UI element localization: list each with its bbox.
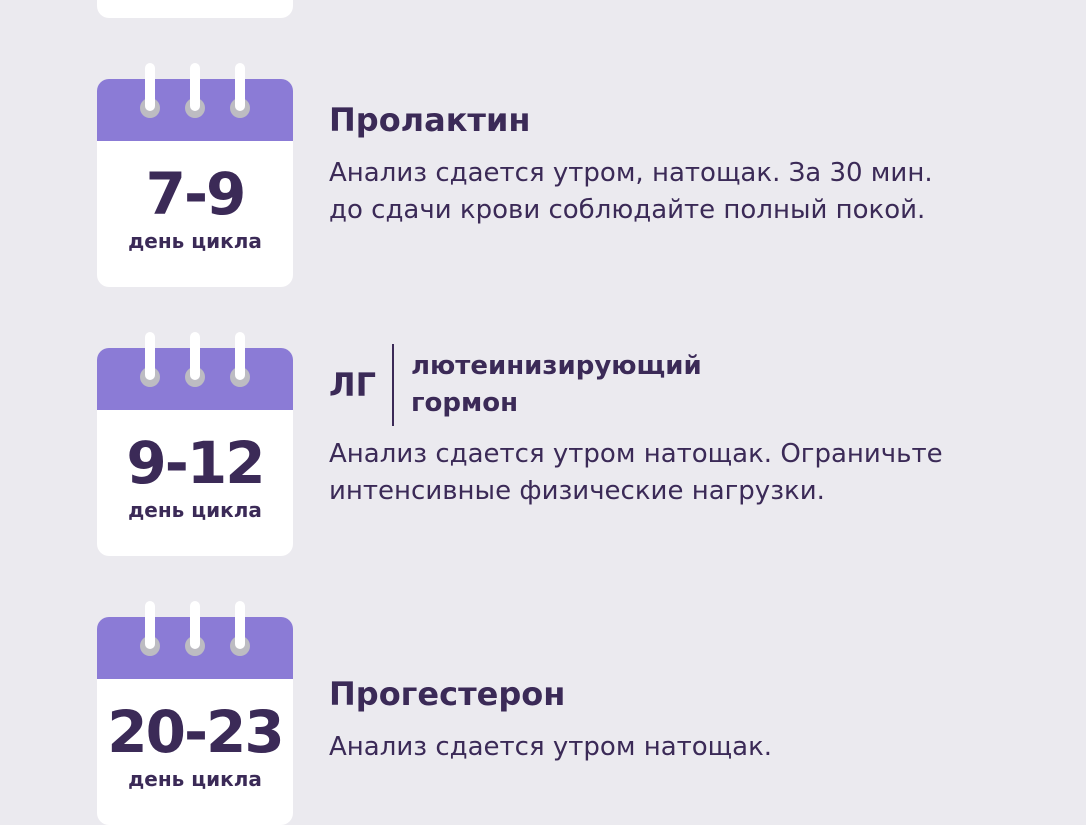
hormone-title: Пролактин [329,101,531,139]
cycle-day-label: день цикла [128,498,262,522]
hormone-full-name: лютеинизирующий гормон [410,351,702,418]
calendar-card-previous [97,0,293,18]
cycle-day-label: день цикла [128,767,262,791]
hormone-description: Анализ сдается утром, натощак. За 30 мин… [329,158,933,225]
hormone-title: Прогестерон [329,675,566,713]
cycle-day-label: день цикла [128,229,262,253]
hormone-description: Анализ сдается утром натощак. [329,732,773,762]
hormone-abbr: ЛГ [329,344,394,426]
cycle-days: 9-12 [126,429,265,497]
cycle-days: 20-23 [107,698,285,766]
hormone-title: ЛГ лютеинизирующий гормон [329,344,702,426]
cycle-days: 7-9 [145,160,247,228]
hormone-description: Анализ сдается утром натощак. Ограничьте… [329,439,943,506]
